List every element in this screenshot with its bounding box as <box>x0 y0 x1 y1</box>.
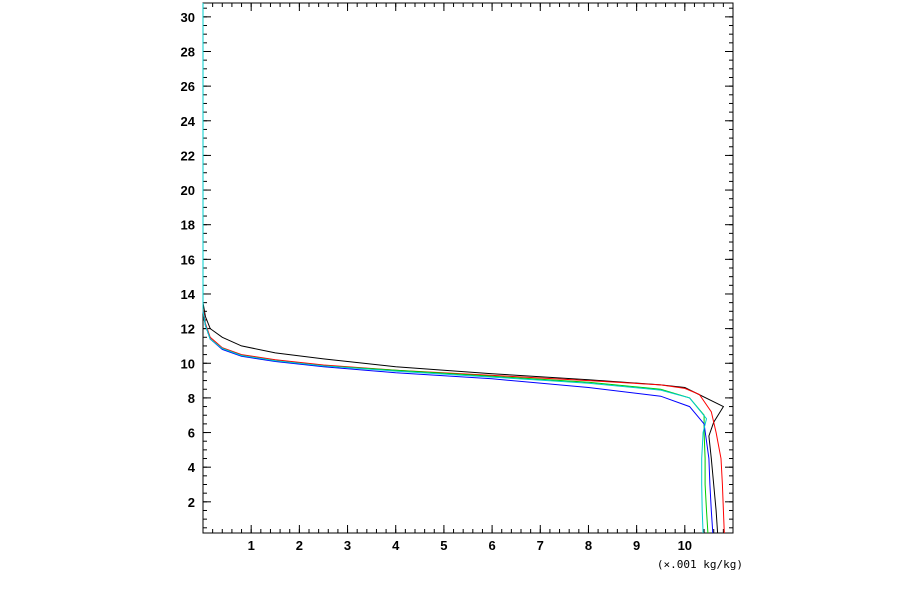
x-tick-label: 10 <box>678 538 692 553</box>
y-tick-label: 10 <box>181 356 195 371</box>
x-tick-label: 7 <box>537 538 544 553</box>
y-tick-label: 26 <box>181 79 195 94</box>
y-tick-label: 14 <box>181 287 196 302</box>
major-ticks <box>203 3 733 533</box>
series-line-3 <box>202 3 709 534</box>
series-line-5 <box>202 3 708 534</box>
series-line-2 <box>202 3 725 534</box>
y-tick-label: 6 <box>188 426 195 441</box>
y-tick-label: 22 <box>181 148 195 163</box>
y-tick-label: 4 <box>188 460 196 475</box>
x-tick-label: 1 <box>248 538 255 553</box>
series-line-1 <box>202 3 725 534</box>
x-tick-labels: 1 2 3 4 5 6 7 8 9 10 <box>248 538 692 553</box>
series-line-4 <box>202 3 714 534</box>
x-tick-label: 5 <box>440 538 447 553</box>
x-tick-label: 2 <box>296 538 303 553</box>
plot-frame <box>202 2 734 534</box>
y-tick-label: 16 <box>181 252 195 267</box>
y-tick-label: 8 <box>188 391 195 406</box>
x-tick-label: 6 <box>488 538 495 553</box>
y-tick-label: 28 <box>181 44 195 59</box>
x-tick-label: 9 <box>633 538 640 553</box>
y-tick-label: 30 <box>181 10 195 25</box>
y-tick-label: 18 <box>181 218 195 233</box>
x-tick-label: 8 <box>585 538 592 553</box>
x-axis-unit-label: (×.001 kg/kg) <box>657 558 743 571</box>
series-lines <box>202 3 725 534</box>
minor-ticks <box>203 3 733 533</box>
y-tick-label: 20 <box>181 183 195 198</box>
y-tick-label: 2 <box>188 495 195 510</box>
y-tick-label: 12 <box>181 322 195 337</box>
x-tick-label: 3 <box>344 538 351 553</box>
y-tick-label: 24 <box>181 114 196 129</box>
x-tick-label: 4 <box>392 538 400 553</box>
